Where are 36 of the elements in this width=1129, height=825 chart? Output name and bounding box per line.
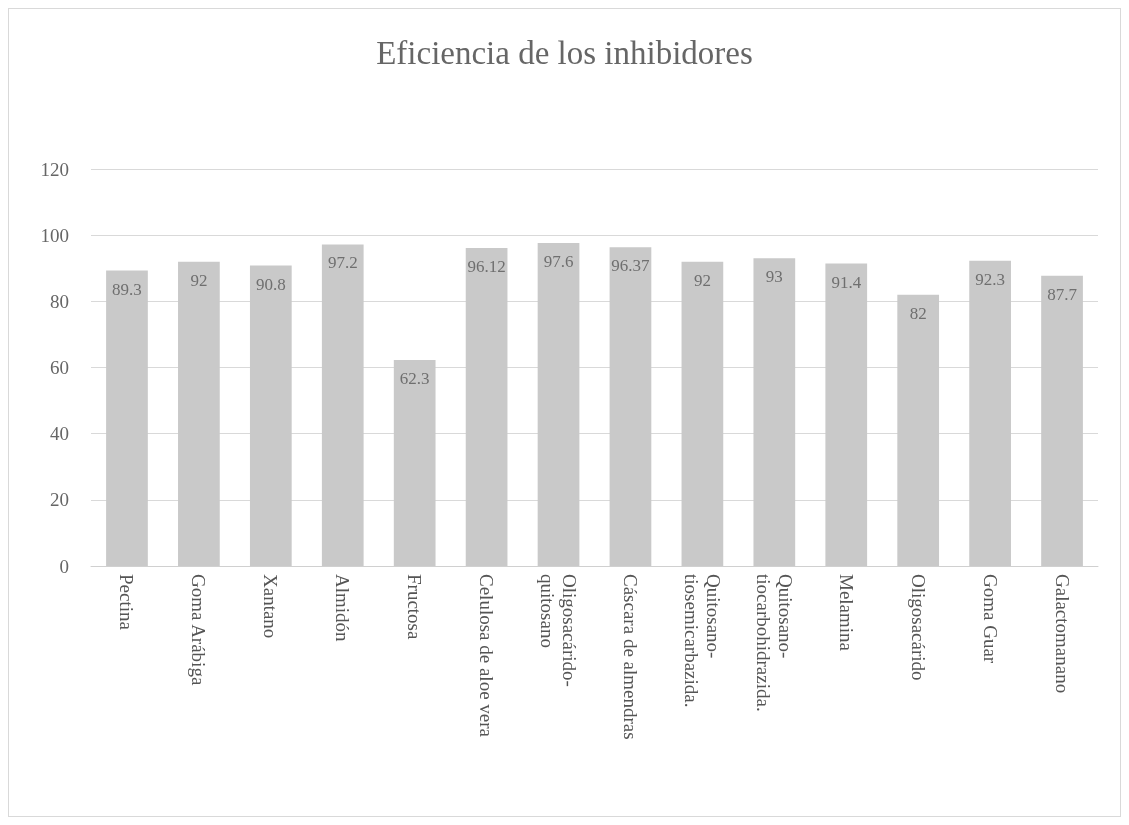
data-label: 89.3 [112,279,142,299]
data-label: 97.2 [327,253,358,273]
x-tick-label: Goma Guar [979,574,1001,664]
y-tick-label: 40 [50,423,69,445]
data-label: 90.8 [255,274,286,294]
data-label: 62.3 [399,368,430,388]
x-tick-label: Celulosa de aloe vera [476,574,498,738]
x-tick-label: Cáscara de almendras [619,574,641,740]
x-tick-label: Almidón [332,574,354,643]
data-label: 92.3 [975,269,1005,289]
y-tick-label: 120 [40,158,69,180]
y-tick-label: 20 [50,489,69,511]
x-tick-label: Oligosacárido [907,574,929,681]
data-label: 97.6 [543,252,574,272]
x-tick-label: Goma Arábiga [188,574,210,686]
x-tick-label: Fructosa [404,574,426,640]
data-label: 96.12 [467,257,506,276]
data-label: 82 [909,303,927,323]
x-tick-label: Pectina [116,574,138,631]
y-tick-label: 100 [40,224,69,246]
x-tick-label: Quitosano-tiosemicarbazida. [680,574,724,708]
y-tick-label: 60 [50,357,69,378]
y-tick-label: 0 [59,555,69,577]
x-tick-label: Xantano [260,574,282,639]
x-tick-label: Melamina [835,574,857,652]
data-label: 92 [693,270,711,290]
y-tick-label: 80 [50,290,69,312]
x-tick-label: Oligosacárido-quitosano [537,574,581,687]
data-label: 87.7 [1047,284,1078,304]
x-tick-label: Galactomanano [1051,574,1073,694]
data-label: 93 [765,267,783,287]
x-tick-label: Quitosano-tiocarbohidrazida. [752,574,796,712]
data-label: 91.4 [831,272,862,292]
data-label: 96.37 [611,256,651,276]
chart-title: Eficiencia de los inhibidores [376,34,753,71]
data-label: 92 [190,270,208,290]
